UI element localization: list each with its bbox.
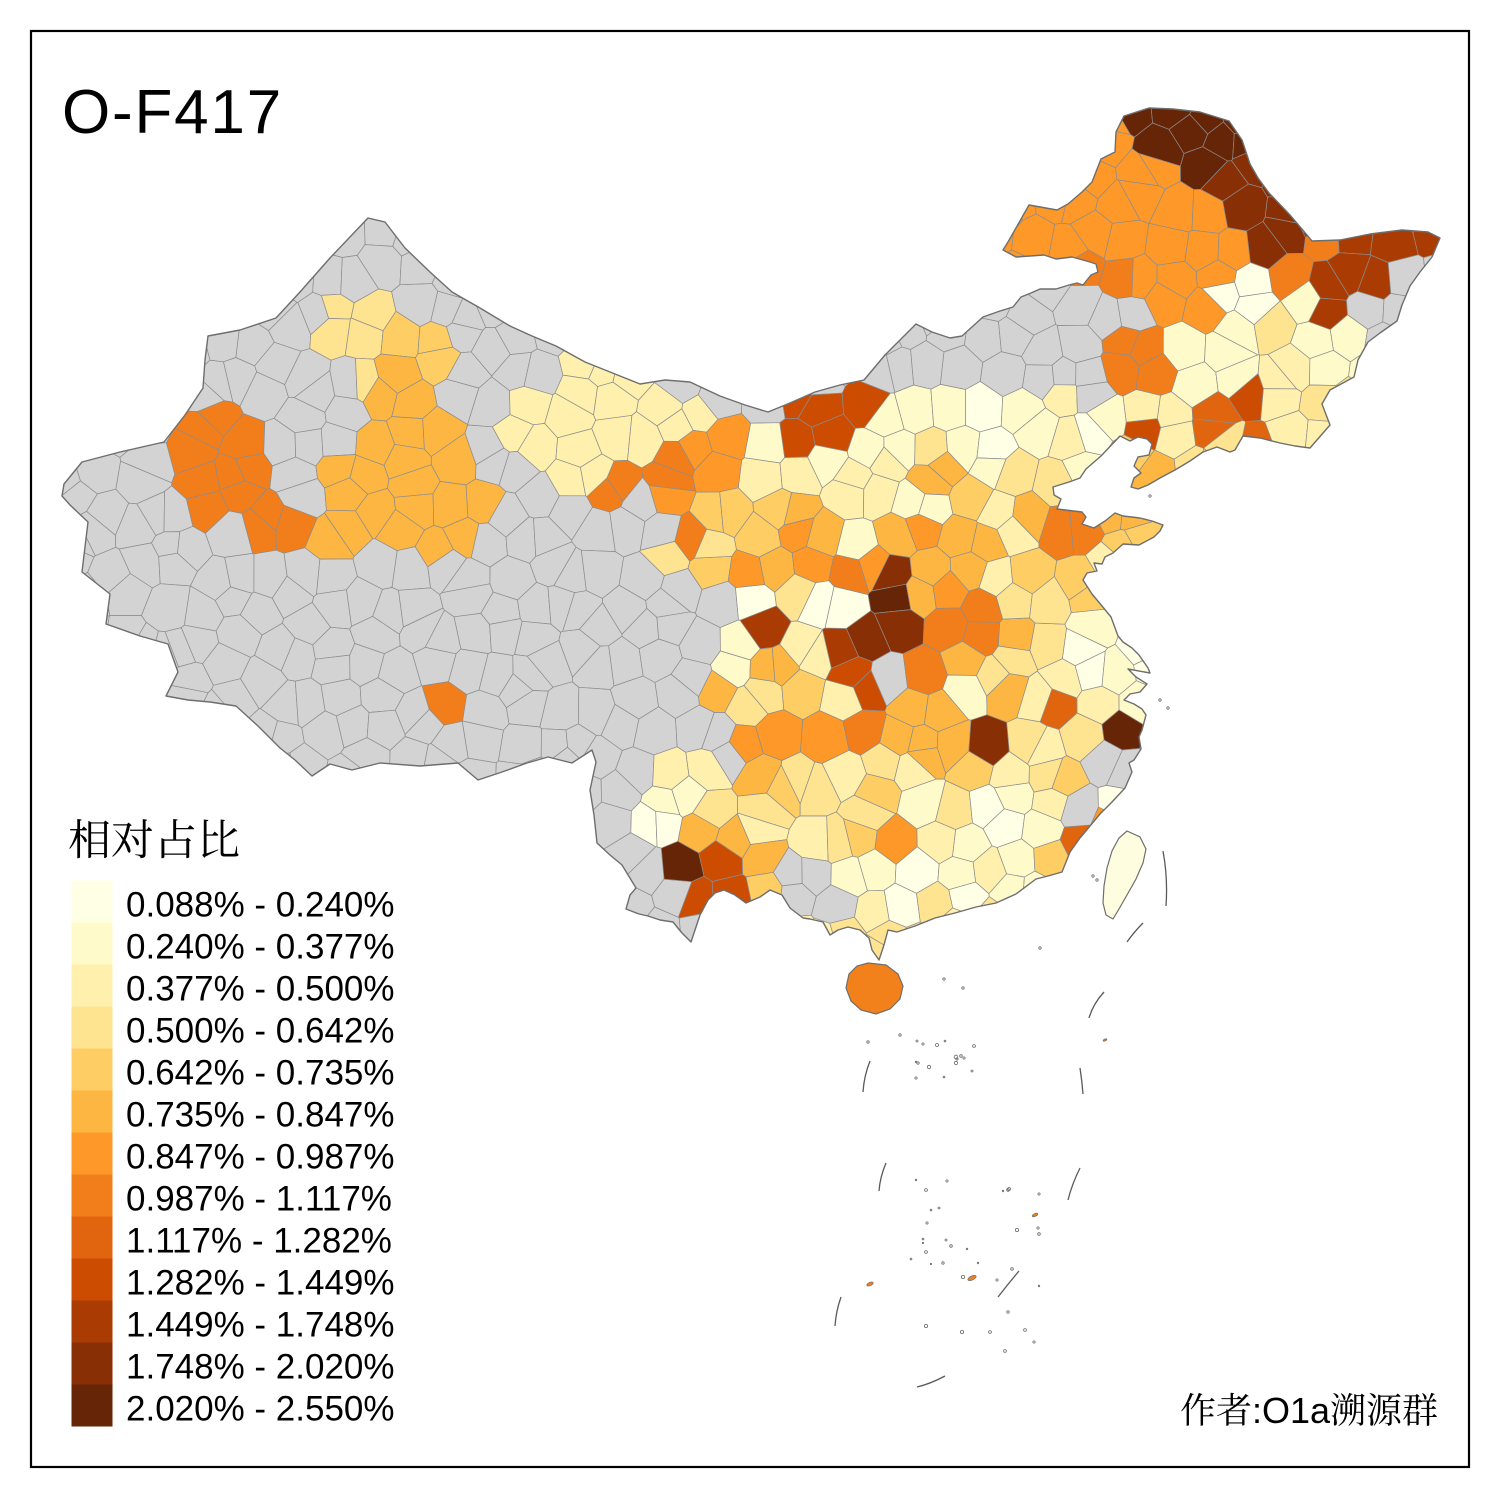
svg-text:0.735% - 0.847%: 0.735% - 0.847% — [126, 1096, 395, 1135]
svg-text:0.847% - 0.987%: 0.847% - 0.987% — [126, 1138, 395, 1177]
svg-text:2.020% - 2.550%: 2.020% - 2.550% — [126, 1390, 395, 1429]
svg-text:1.117% - 1.282%: 1.117% - 1.282% — [126, 1222, 392, 1261]
svg-text:0.377% - 0.500%: 0.377% - 0.500% — [126, 970, 395, 1009]
svg-text:0.987% - 1.117%: 0.987% - 1.117% — [126, 1180, 392, 1219]
svg-text:1.748% - 2.020%: 1.748% - 2.020% — [126, 1348, 395, 1387]
svg-text:0.500% - 0.642%: 0.500% - 0.642% — [126, 1012, 395, 1051]
svg-text:0.642% - 0.735%: 0.642% - 0.735% — [126, 1054, 395, 1093]
svg-text:1.449% - 1.748%: 1.449% - 1.748% — [126, 1306, 395, 1345]
svg-text:O-F417: O-F417 — [62, 78, 283, 147]
svg-text:1.282% - 1.449%: 1.282% - 1.449% — [126, 1264, 395, 1303]
svg-text:0.088% - 0.240%: 0.088% - 0.240% — [126, 886, 395, 925]
svg-text::O1a: :O1a — [1252, 1390, 1331, 1431]
svg-text:0.240% - 0.377%: 0.240% - 0.377% — [126, 928, 395, 967]
